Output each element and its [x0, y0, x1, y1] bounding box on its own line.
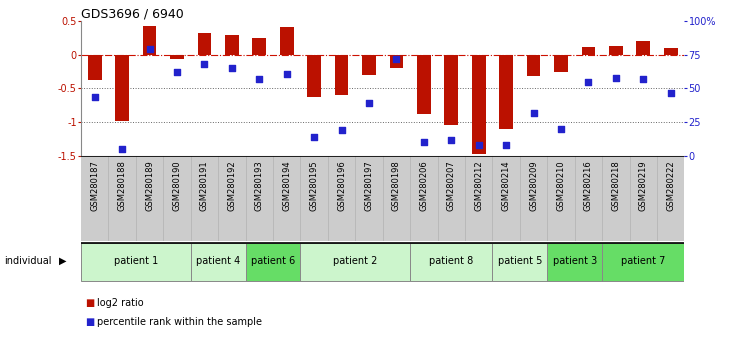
Bar — [602, 243, 684, 281]
Bar — [581, 47, 595, 55]
Point — [665, 90, 676, 95]
Bar — [389, 55, 403, 68]
Bar — [492, 243, 548, 281]
Text: GSM280187: GSM280187 — [91, 160, 99, 211]
Bar — [637, 41, 650, 55]
Bar — [609, 46, 623, 55]
Bar — [246, 243, 300, 281]
Point — [199, 62, 210, 67]
Text: GSM280209: GSM280209 — [529, 160, 538, 211]
Text: patient 1: patient 1 — [113, 256, 158, 266]
Text: patient 3: patient 3 — [553, 256, 597, 266]
Text: GSM280193: GSM280193 — [255, 160, 263, 211]
Bar — [88, 55, 102, 80]
Text: GSM280222: GSM280222 — [666, 160, 675, 211]
Text: GSM280198: GSM280198 — [392, 160, 401, 211]
Bar — [81, 243, 191, 281]
Text: patient 2: patient 2 — [333, 256, 378, 266]
Text: GSM280216: GSM280216 — [584, 160, 593, 211]
Text: patient 4: patient 4 — [196, 256, 240, 266]
Point — [500, 142, 512, 148]
Bar — [527, 55, 540, 76]
Point — [144, 47, 155, 52]
Text: log2 ratio: log2 ratio — [97, 298, 144, 308]
Point — [473, 142, 484, 148]
Text: patient 8: patient 8 — [429, 256, 473, 266]
Point — [116, 146, 128, 152]
Point — [89, 94, 101, 99]
Point — [171, 69, 183, 75]
Text: percentile rank within the sample: percentile rank within the sample — [97, 317, 262, 327]
Point — [555, 126, 567, 132]
Bar — [554, 55, 568, 72]
Text: GSM280207: GSM280207 — [447, 160, 456, 211]
Bar — [252, 38, 266, 55]
Text: GDS3696 / 6940: GDS3696 / 6940 — [81, 7, 184, 20]
Text: patient 5: patient 5 — [498, 256, 542, 266]
Bar — [445, 55, 458, 125]
Text: GSM280218: GSM280218 — [612, 160, 620, 211]
Text: ■: ■ — [85, 317, 94, 327]
Point — [445, 137, 457, 142]
Text: GSM280189: GSM280189 — [145, 160, 154, 211]
Point — [226, 65, 238, 71]
Bar — [499, 55, 513, 129]
Bar — [335, 55, 348, 95]
Text: GSM280210: GSM280210 — [556, 160, 565, 211]
Point — [391, 56, 403, 62]
Point — [281, 71, 293, 76]
Point — [253, 76, 265, 82]
Point — [336, 127, 347, 133]
Bar — [170, 55, 184, 59]
Bar — [280, 27, 294, 55]
Text: GSM280194: GSM280194 — [282, 160, 291, 211]
Text: GSM280191: GSM280191 — [200, 160, 209, 211]
Text: GSM280195: GSM280195 — [310, 160, 319, 211]
Bar — [664, 48, 678, 55]
Bar — [143, 26, 156, 55]
Text: GSM280190: GSM280190 — [172, 160, 182, 211]
Bar — [191, 243, 246, 281]
Text: GSM280214: GSM280214 — [502, 160, 511, 211]
Text: ▶: ▶ — [59, 256, 66, 266]
Point — [363, 101, 375, 106]
Point — [308, 134, 320, 140]
Text: patient 7: patient 7 — [621, 256, 665, 266]
Bar — [362, 55, 376, 75]
Point — [583, 79, 595, 85]
Text: GSM280197: GSM280197 — [364, 160, 373, 211]
Text: GSM280219: GSM280219 — [639, 160, 648, 211]
Point — [637, 76, 649, 82]
Text: GSM280206: GSM280206 — [420, 160, 428, 211]
Text: patient 6: patient 6 — [251, 256, 295, 266]
Bar — [410, 243, 492, 281]
Text: GSM280196: GSM280196 — [337, 160, 346, 211]
Text: ■: ■ — [85, 298, 94, 308]
Bar — [417, 55, 431, 114]
Bar — [472, 55, 486, 154]
Bar — [197, 33, 211, 55]
Bar — [116, 55, 129, 121]
Bar — [225, 35, 238, 55]
Point — [528, 110, 539, 115]
Point — [610, 75, 622, 81]
Point — [418, 139, 430, 145]
Bar — [300, 243, 410, 281]
Text: individual: individual — [4, 256, 52, 266]
Text: GSM280188: GSM280188 — [118, 160, 127, 211]
Bar — [548, 243, 602, 281]
Text: GSM280192: GSM280192 — [227, 160, 236, 211]
Text: GSM280212: GSM280212 — [474, 160, 484, 211]
Bar — [307, 55, 321, 97]
